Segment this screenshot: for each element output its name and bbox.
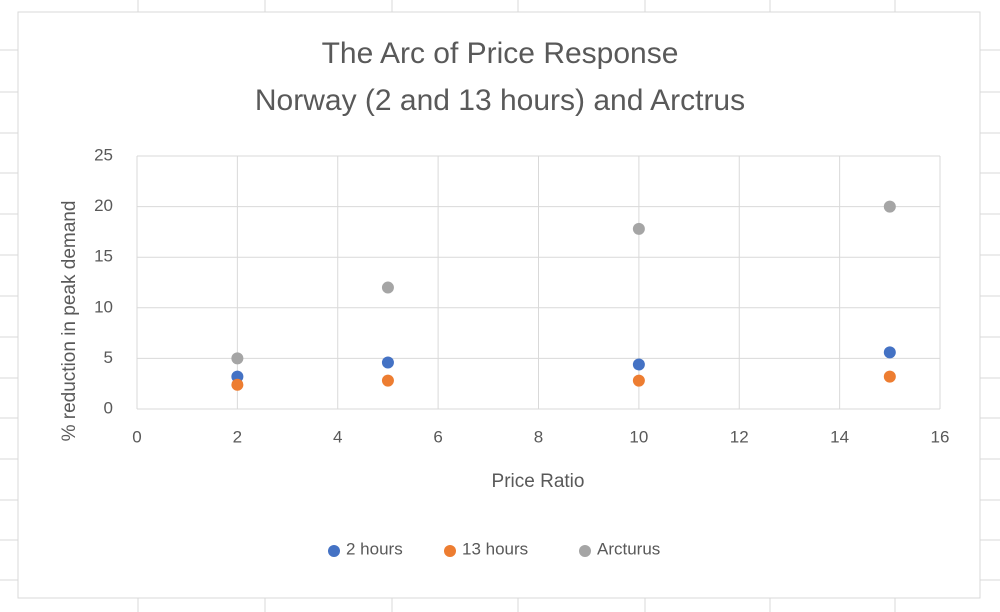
point xyxy=(632,374,645,387)
legend-label: 2 hours xyxy=(346,539,403,558)
x-tick-label: 0 xyxy=(132,427,141,446)
point xyxy=(381,281,394,294)
legend-marker xyxy=(328,545,340,557)
chart-subtitle: Norway (2 and 13 hours) and Arctrus xyxy=(255,84,745,117)
x-tick-label: 14 xyxy=(830,427,849,446)
x-tick-label: 16 xyxy=(931,427,950,446)
x-tick-label: 12 xyxy=(730,427,749,446)
point xyxy=(231,378,244,391)
point xyxy=(381,356,394,369)
legend-marker xyxy=(444,545,456,557)
x-tick-label: 2 xyxy=(233,427,242,446)
point xyxy=(632,358,645,371)
point xyxy=(883,370,896,383)
x-tick-label: 4 xyxy=(333,427,342,446)
point xyxy=(883,346,896,359)
y-axis-label: % reduction in peak demand xyxy=(59,201,80,442)
y-tick-label: 20 xyxy=(94,196,113,215)
y-tick-label: 5 xyxy=(104,348,113,367)
y-tick-label: 25 xyxy=(94,145,113,164)
chart-area xyxy=(17,11,981,599)
y-tick-label: 15 xyxy=(94,247,113,266)
point xyxy=(883,200,896,213)
x-axis-label: Price Ratio xyxy=(492,471,585,492)
point xyxy=(231,352,244,365)
point xyxy=(632,222,645,235)
legend-label: 13 hours xyxy=(462,539,528,558)
y-tick-label: 0 xyxy=(104,398,113,417)
legend-label: Arcturus xyxy=(597,539,660,558)
y-tick-label: 10 xyxy=(94,297,113,316)
point xyxy=(381,374,394,387)
chart-title: The Arc of Price Response xyxy=(322,37,679,70)
x-tick-label: 6 xyxy=(433,427,442,446)
x-tick-label: 10 xyxy=(629,427,648,446)
legend-marker xyxy=(579,545,591,557)
x-tick-label: 8 xyxy=(534,427,543,446)
